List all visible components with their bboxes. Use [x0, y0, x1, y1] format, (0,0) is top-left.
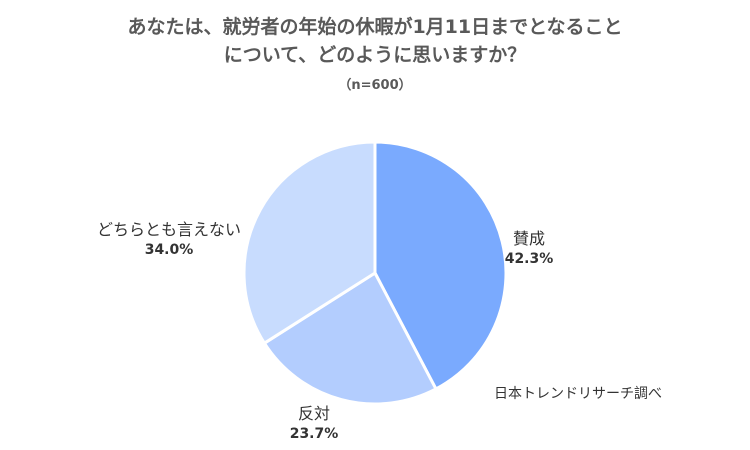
slice-name-agree: 賛成 [512, 229, 545, 248]
pie-slice-agree [373, 140, 508, 391]
slice-label-oppose: 反対 23.7% [279, 403, 349, 445]
pie-slice-oppose [262, 271, 438, 406]
chart-title-line-2: について、どのように思いますか？ [223, 44, 527, 66]
slice-value-neutral: 34.0% [144, 242, 194, 258]
slice-label-neutral: どちらとも言えない 34.0% [84, 219, 254, 261]
chart-title-line-1: あなたは、就労者の年始の休暇が1月11日までとなること [127, 16, 623, 38]
pie-slice-neutral [242, 140, 377, 345]
source-note: 日本トレンドリサーチ調べ [494, 386, 662, 402]
slice-name-oppose: 反対 [297, 404, 330, 423]
slice-name-neutral: どちらとも言えない [96, 220, 241, 239]
slice-label-agree: 賛成 42.3% [494, 228, 564, 270]
chart-subtitle: （n=600） [338, 78, 412, 93]
slice-value-agree: 42.3% [504, 251, 554, 267]
slice-value-oppose: 23.7% [289, 426, 339, 442]
